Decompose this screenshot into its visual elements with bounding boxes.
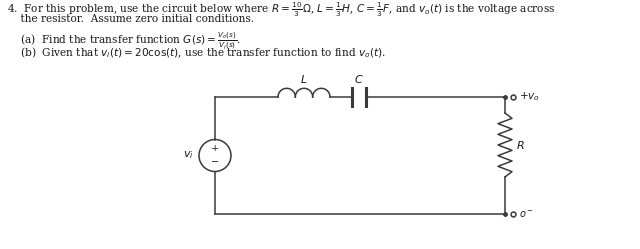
Text: $L$: $L$ <box>300 73 308 85</box>
Text: −: − <box>211 158 219 167</box>
Text: (a)  Find the transfer function $G(s) = \frac{V_o(s)}{V_i(s)}$.: (a) Find the transfer function $G(s) = \… <box>7 31 241 53</box>
Text: (b)  Given that $v_i(t) = 20\mathrm{cos}(t)$, use the transfer function to find : (b) Given that $v_i(t) = 20\mathrm{cos}(… <box>7 45 386 60</box>
Text: 4.  For this problem, use the circuit below where $R = \frac{10}{3}\Omega$, $L =: 4. For this problem, use the circuit bel… <box>7 1 556 19</box>
Text: +: + <box>211 144 219 153</box>
Text: $+v_o$: $+v_o$ <box>519 91 540 103</box>
Text: $C$: $C$ <box>354 73 364 85</box>
Text: $o^-$: $o^-$ <box>519 208 534 220</box>
Text: the resistor.  Assume zero initial conditions.: the resistor. Assume zero initial condit… <box>7 14 254 24</box>
Text: $v_i$: $v_i$ <box>183 150 194 161</box>
Text: $R$: $R$ <box>516 139 525 151</box>
